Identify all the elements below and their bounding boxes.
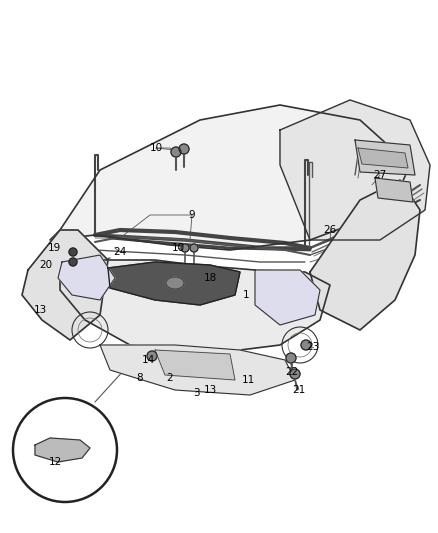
Circle shape (69, 258, 77, 266)
Circle shape (290, 369, 300, 379)
Circle shape (286, 353, 296, 363)
Polygon shape (280, 100, 430, 240)
Text: 24: 24 (113, 247, 127, 257)
Text: 13: 13 (33, 305, 46, 315)
Polygon shape (50, 105, 410, 250)
Circle shape (69, 248, 77, 256)
Text: 11: 11 (241, 375, 254, 385)
Circle shape (147, 351, 157, 361)
Text: 1: 1 (243, 290, 249, 300)
Circle shape (171, 147, 181, 157)
Text: 3: 3 (193, 388, 199, 398)
Circle shape (13, 398, 117, 502)
Text: 22: 22 (286, 367, 299, 377)
Text: 27: 27 (373, 170, 387, 180)
Text: 18: 18 (203, 273, 217, 283)
Polygon shape (310, 180, 420, 330)
Text: 12: 12 (48, 457, 62, 467)
Polygon shape (58, 255, 115, 300)
Text: 10: 10 (149, 143, 162, 153)
Polygon shape (35, 438, 90, 462)
Text: 19: 19 (47, 243, 60, 253)
Text: 14: 14 (141, 355, 155, 365)
Polygon shape (255, 270, 320, 325)
Text: 26: 26 (323, 225, 337, 235)
Polygon shape (155, 350, 235, 380)
Circle shape (190, 244, 198, 252)
Text: 20: 20 (39, 260, 53, 270)
Polygon shape (358, 148, 408, 168)
Polygon shape (108, 262, 240, 305)
Polygon shape (22, 230, 108, 340)
Text: 9: 9 (189, 210, 195, 220)
Polygon shape (100, 345, 295, 395)
Circle shape (179, 144, 189, 154)
Polygon shape (355, 140, 415, 175)
Text: 13: 13 (203, 385, 217, 395)
Polygon shape (60, 260, 330, 355)
Text: 2: 2 (167, 373, 173, 383)
Text: 10: 10 (171, 243, 184, 253)
Text: 21: 21 (293, 385, 306, 395)
Polygon shape (375, 178, 413, 202)
Circle shape (301, 340, 311, 350)
Ellipse shape (166, 277, 184, 289)
Text: 23: 23 (306, 342, 320, 352)
Circle shape (181, 244, 189, 252)
Text: 8: 8 (137, 373, 143, 383)
